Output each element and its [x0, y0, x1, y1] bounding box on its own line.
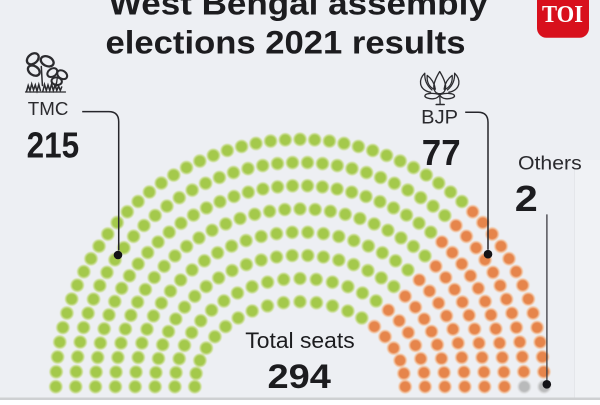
svg-text:TOI: TOI: [542, 2, 583, 28]
svg-text:Total seats: Total seats: [245, 328, 354, 353]
svg-text:elections 2021 results: elections 2021 results: [106, 25, 466, 61]
svg-text:TMC: TMC: [28, 98, 69, 119]
svg-text:West Bengal assembly: West Bengal assembly: [109, 0, 488, 21]
svg-text:215: 215: [27, 125, 80, 166]
svg-text:BJP: BJP: [421, 108, 458, 129]
svg-text:Others: Others: [518, 152, 582, 174]
svg-text:77: 77: [422, 132, 461, 173]
svg-text:294: 294: [268, 358, 331, 396]
svg-text:2: 2: [515, 178, 538, 219]
